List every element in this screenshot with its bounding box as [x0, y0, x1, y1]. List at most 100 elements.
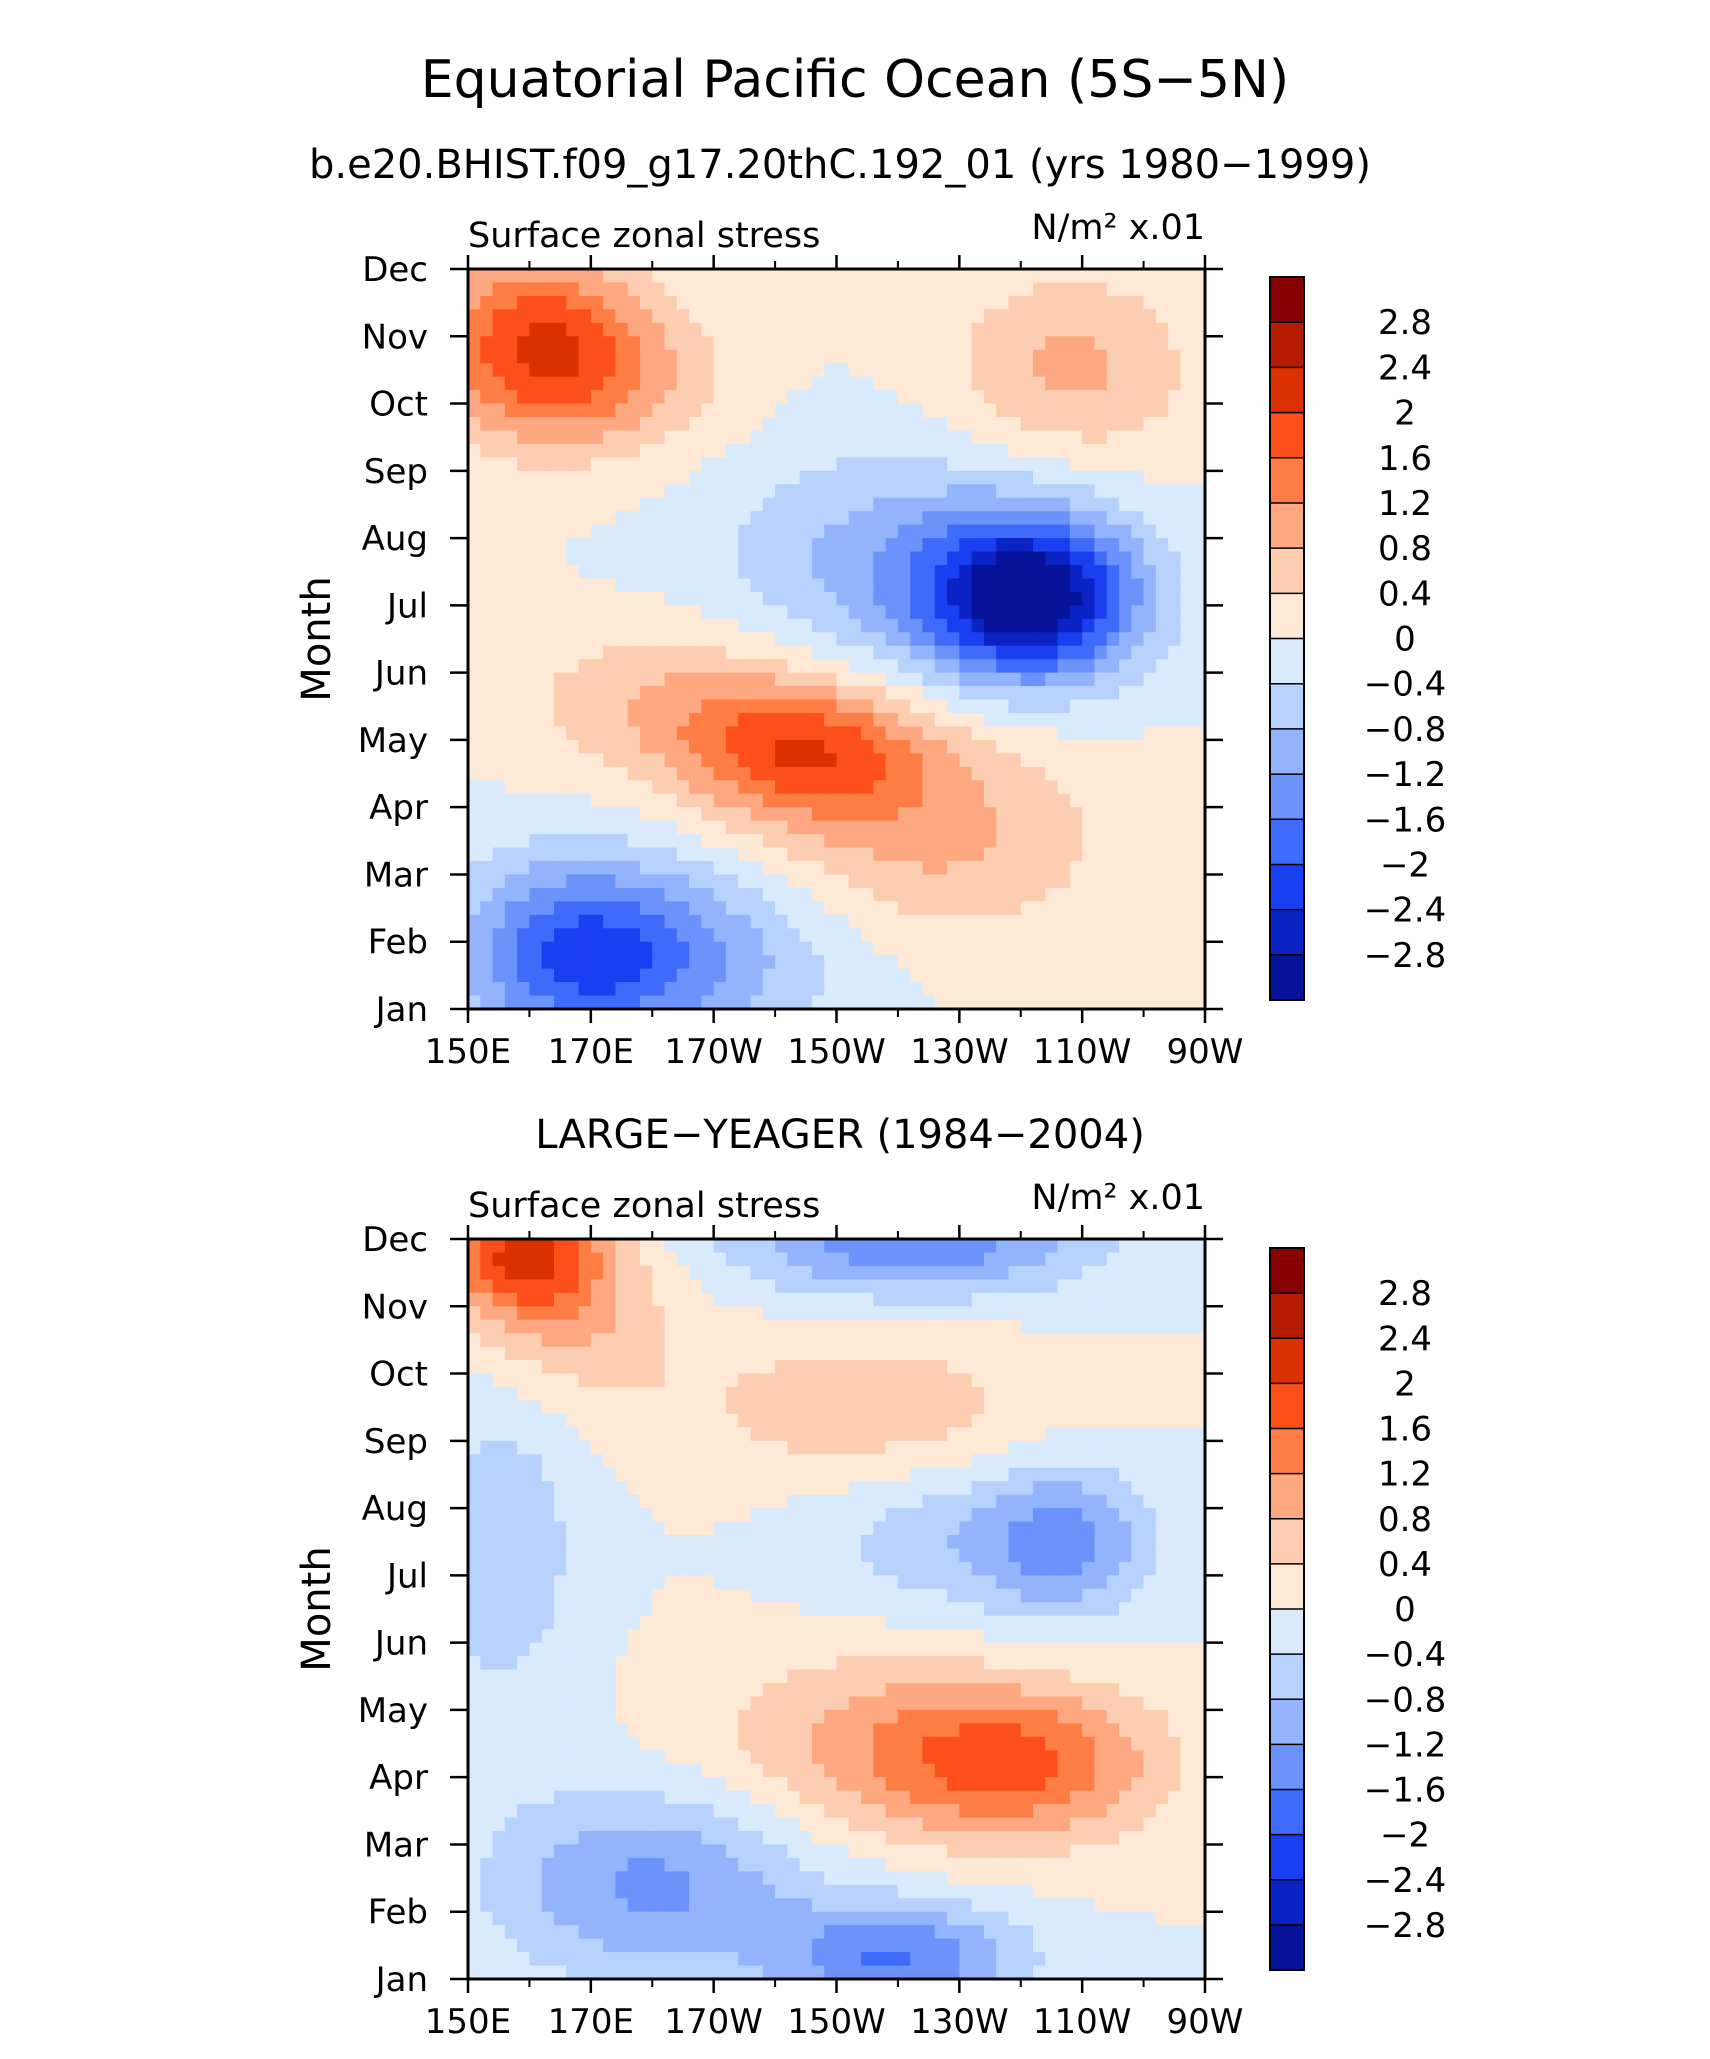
contour-cell: [492, 861, 506, 876]
contour-cell: [615, 470, 629, 485]
contour-cell: [492, 565, 506, 580]
contour-cell: [873, 955, 887, 970]
contour-cell: [799, 1588, 813, 1603]
contour-cell: [713, 269, 727, 284]
contour-cell: [492, 1656, 506, 1671]
contour-cell: [983, 914, 997, 929]
contour-cell: [959, 713, 973, 728]
contour-cell: [1069, 336, 1083, 351]
contour-cell: [676, 1239, 690, 1254]
contour-cell: [725, 618, 739, 633]
contour-cell: [885, 713, 899, 728]
contour-cell: [836, 443, 850, 458]
contour-cell: [1106, 282, 1120, 297]
contour-cell: [713, 1548, 727, 1563]
contour-cell: [639, 457, 653, 472]
contour-cell: [603, 511, 616, 526]
contour-cell: [713, 1387, 727, 1402]
contour-cell: [762, 1521, 776, 1536]
contour-cell: [517, 1454, 531, 1469]
contour-cell: [578, 403, 592, 418]
contour-cell: [1192, 928, 1206, 943]
contour-cell: [566, 1319, 580, 1334]
contour-cell: [664, 403, 678, 418]
contour-cell: [750, 1521, 764, 1536]
contour-cell: [664, 834, 678, 849]
contour-cell: [1008, 739, 1022, 754]
contour-cell: [775, 1373, 788, 1388]
contour-cell: [750, 793, 764, 808]
contour-cell: [848, 686, 862, 701]
contour-cell: [529, 295, 543, 310]
contour-cell: [713, 1265, 727, 1280]
contour-cell: [664, 1709, 678, 1724]
contour-cell: [689, 1844, 702, 1859]
contour-cell: [787, 955, 801, 970]
contour-cell: [492, 820, 506, 835]
contour-cell: [1033, 618, 1046, 633]
contour-cell: [639, 1831, 653, 1846]
contour-cell: [738, 1656, 752, 1671]
contour-cell: [553, 686, 567, 701]
contour-cell: [553, 1871, 567, 1886]
contour-cell: [578, 1696, 592, 1711]
contour-cell: [1082, 591, 1096, 606]
contour-cell: [762, 1588, 776, 1603]
contour-cell: [983, 753, 997, 768]
contour-cell: [1033, 295, 1046, 310]
contour-cell: [676, 578, 690, 593]
contour-cell: [787, 1696, 801, 1711]
contour-cell: [996, 591, 1010, 606]
contour-cell: [787, 322, 801, 337]
contour-cell: [468, 672, 481, 687]
contour-cell: [738, 403, 752, 418]
contour-cell: [1057, 390, 1071, 405]
contour-cell: [627, 1884, 641, 1899]
contour-cell: [517, 645, 531, 660]
contour-cell: [922, 699, 936, 714]
contour-cell: [603, 282, 616, 297]
contour-cell: [811, 1467, 825, 1482]
contour-cell: [1094, 699, 1108, 714]
contour-cell: [787, 834, 801, 849]
colorbar-label: −2: [1380, 845, 1430, 885]
contour-cell: [578, 659, 592, 674]
contour-cell: [676, 1736, 690, 1751]
contour-cell: [910, 793, 924, 808]
contour-cell: [971, 282, 985, 297]
contour-cell: [652, 1629, 666, 1644]
contour-cell: [480, 1508, 494, 1523]
contour-cell: [615, 1454, 629, 1469]
contour-cell: [725, 1790, 739, 1805]
contour-cell: [738, 1561, 752, 1576]
contour-cell: [738, 807, 752, 822]
contour-cell: [468, 1387, 481, 1402]
contour-cell: [1057, 928, 1071, 943]
contour-cell: [725, 538, 739, 553]
contour-cell: [861, 793, 874, 808]
contour-cell: [725, 1777, 739, 1792]
contour-cell: [1131, 699, 1145, 714]
contour-cell: [529, 336, 543, 351]
contour-cell: [1131, 793, 1145, 808]
contour-cell: [934, 403, 948, 418]
contour-cell: [934, 295, 948, 310]
contour-cell: [590, 1575, 604, 1590]
contour-cell: [1020, 699, 1034, 714]
contour-cell: [701, 1454, 715, 1469]
contour-cell: [1082, 955, 1096, 970]
contour-cell: [615, 793, 629, 808]
contour-cell: [1057, 497, 1071, 512]
contour-cell: [529, 1454, 543, 1469]
contour-cell: [787, 1494, 801, 1509]
contour-cell: [738, 726, 752, 741]
contour-cell: [1069, 955, 1083, 970]
contour-cell: [553, 1898, 567, 1913]
contour-cell: [529, 1427, 543, 1442]
contour-cell: [1155, 659, 1169, 674]
contour-cell: [553, 1454, 567, 1469]
contour-cell: [775, 1413, 788, 1428]
contour-cell: [1069, 605, 1083, 620]
contour-cell: [615, 1763, 629, 1778]
contour-cell: [689, 1736, 702, 1751]
